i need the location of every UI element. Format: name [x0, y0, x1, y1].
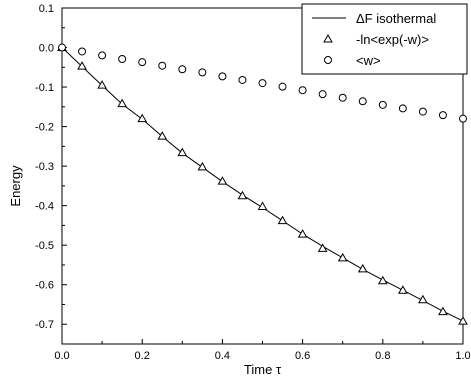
series-0	[61, 47, 464, 322]
circle-point	[338, 93, 347, 102]
triangle-point	[397, 285, 408, 294]
y-axis-label: Energy	[8, 165, 23, 207]
x-axis-label: Time τ	[244, 362, 282, 377]
circle-point	[278, 82, 287, 91]
legend-label: -ln<exp(-w)>	[356, 32, 429, 47]
circle-point	[298, 86, 307, 95]
circle-point	[78, 47, 87, 56]
y-tick-label: -0.2	[35, 122, 54, 134]
y-tick-label: -0.6	[35, 280, 54, 292]
circle-point	[418, 107, 427, 116]
triangle-point	[297, 229, 308, 238]
circle-point	[58, 43, 66, 52]
triangle-point	[217, 176, 228, 185]
x-tick-label: 0.4	[215, 350, 230, 362]
circle-point	[438, 111, 447, 120]
triangle-point	[438, 306, 448, 316]
triangle-point	[377, 275, 388, 285]
series-2	[58, 43, 467, 123]
triangle-point	[337, 252, 348, 262]
legend-circle-swatch	[324, 56, 332, 64]
circle-point	[378, 100, 387, 109]
circle-point	[258, 79, 267, 88]
triangle-point	[317, 243, 328, 252]
circle-point	[198, 68, 207, 77]
legend: ΔF isothermal -ln<exp(-w)> <w>	[301, 3, 468, 75]
triangle-point	[237, 190, 248, 200]
circle-point	[158, 61, 167, 70]
y-tick-label: -0.4	[35, 201, 54, 213]
legend-label: <w>	[356, 53, 381, 68]
x-tick-label: 0.8	[375, 350, 390, 362]
x-tick-label: 0.6	[295, 350, 310, 362]
triangle-point	[257, 201, 268, 210]
y-tick-label: -0.3	[35, 161, 54, 173]
circle-point	[118, 54, 127, 63]
triangle-point	[77, 61, 87, 70]
triangle-point	[117, 98, 128, 108]
circle-point	[138, 58, 147, 67]
triangle-point	[197, 161, 208, 171]
circle-point	[178, 65, 187, 74]
triangle-point	[177, 147, 188, 157]
triangle-point	[458, 316, 468, 325]
triangle-point	[137, 113, 148, 123]
legend-label: ΔF isothermal	[356, 11, 436, 26]
x-tick-label: 0.0	[54, 350, 69, 362]
y-tick-label: -0.5	[35, 240, 54, 252]
legend-triangle-swatch	[323, 33, 333, 43]
triangle-point	[357, 263, 368, 273]
y-tick-label: 0.0	[39, 43, 54, 55]
circle-point	[98, 51, 107, 60]
circle-point	[459, 114, 467, 123]
triangle-point	[97, 80, 107, 89]
triangle-point	[157, 131, 168, 140]
circle-point	[318, 90, 327, 99]
x-axis: 0.0 0.2 0.4 0.6 0.8 1.0	[54, 339, 471, 362]
circle-point	[238, 75, 247, 84]
y-tick-label: -0.7	[35, 319, 54, 331]
series-line	[61, 47, 464, 322]
plot-area	[57, 42, 468, 325]
circle-point	[358, 97, 367, 106]
y-tick-label: 0.1	[39, 3, 54, 15]
y-tick-label: -0.1	[35, 82, 54, 94]
x-tick-label: 0.2	[135, 350, 150, 362]
circle-point	[218, 72, 227, 81]
triangle-point	[418, 294, 428, 304]
y-axis: 0.1 0.0 -0.1 -0.2 -0.3 -0.4 -0.5 -0.6 -0.7	[35, 3, 67, 345]
circle-point	[398, 104, 407, 113]
x-tick-label: 1.0	[455, 350, 470, 362]
triangle-point	[277, 215, 288, 225]
